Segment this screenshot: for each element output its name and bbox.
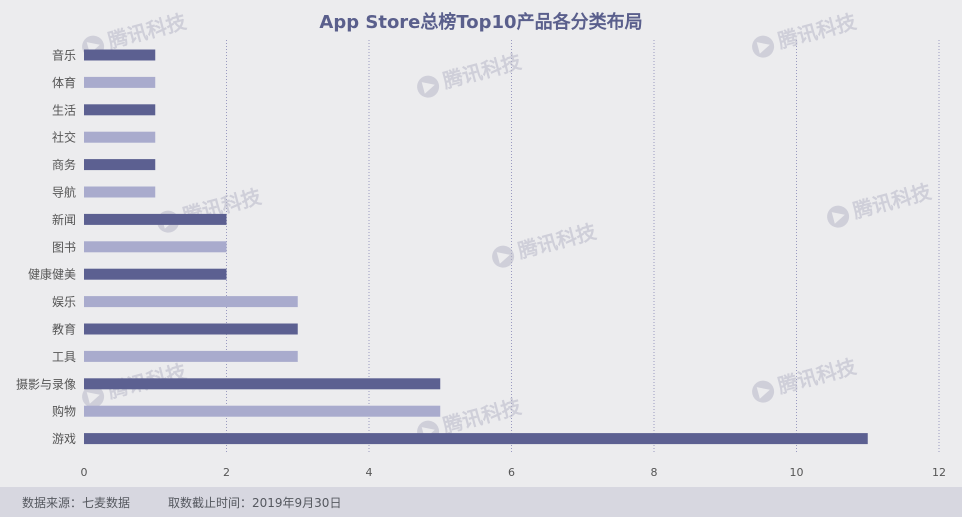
watermark-play-icon — [496, 252, 510, 264]
footer: 数据来源：七麦数据 取数截止时间：2019年9月30日 — [0, 487, 962, 517]
watermark-play-icon — [421, 82, 435, 94]
x-tick-labels: 0 2 4 6 8 10 12 — [81, 466, 947, 479]
category-label: 工具 — [52, 350, 76, 364]
bar-chart: 腾讯科技腾讯科技腾讯科技腾讯科技腾讯科技腾讯科技腾讯科技腾讯科技腾讯科技 音乐体… — [16, 9, 947, 479]
bar-音乐 — [84, 49, 156, 61]
bar-娱乐 — [84, 296, 298, 308]
watermark-play-icon — [756, 387, 770, 399]
x-tick-label: 4 — [366, 466, 373, 479]
bar-社交 — [84, 131, 156, 143]
category-label: 教育 — [52, 322, 76, 337]
category-label: 摄影与录像 — [16, 376, 76, 391]
bar-图书 — [84, 241, 227, 253]
x-tick-label: 6 — [508, 466, 515, 479]
watermark-text: 腾讯科技 — [105, 9, 189, 53]
bar-新闻 — [84, 213, 227, 225]
watermark-text: 腾讯科技 — [775, 9, 859, 53]
x-tick-label: 8 — [651, 466, 658, 479]
x-tick-label: 0 — [81, 466, 88, 479]
watermark-text: 腾讯科技 — [440, 49, 524, 93]
watermark: 腾讯科技 — [752, 9, 860, 58]
watermark-text: 腾讯科技 — [440, 394, 524, 438]
bar-生活 — [84, 104, 156, 116]
watermark-text: 腾讯科技 — [775, 354, 859, 398]
bar-体育 — [84, 76, 156, 88]
watermark: 腾讯科技 — [157, 184, 265, 233]
watermark: 腾讯科技 — [492, 219, 600, 268]
category-label: 新闻 — [52, 212, 76, 227]
bar-工具 — [84, 350, 298, 362]
category-label: 游戏 — [52, 432, 76, 446]
category-label: 商务 — [52, 157, 76, 172]
category-label: 娱乐 — [52, 295, 76, 309]
category-label: 社交 — [52, 130, 76, 145]
chart-title: App Store总榜Top10产品各分类布局 — [319, 12, 643, 33]
category-label: 音乐 — [52, 48, 76, 63]
watermark: 腾讯科技 — [417, 49, 525, 98]
watermark: 腾讯科技 — [752, 354, 860, 403]
bar-健康健美 — [84, 268, 227, 280]
watermark-play-icon — [756, 42, 770, 54]
x-tick-label: 12 — [932, 466, 946, 479]
bar-购物 — [84, 405, 441, 417]
category-label: 图书 — [52, 240, 76, 254]
bar-商务 — [84, 159, 156, 171]
category-label: 体育 — [52, 75, 76, 90]
bar-游戏 — [84, 433, 868, 445]
watermark-text: 腾讯科技 — [850, 179, 934, 223]
cutoff-date-note: 取数截止时间：2019年9月30日 — [168, 496, 342, 510]
watermark-play-icon — [831, 212, 845, 224]
x-tick-label: 10 — [790, 466, 804, 479]
bar-导航 — [84, 186, 156, 198]
watermark: 腾讯科技 — [827, 179, 935, 228]
bars — [84, 49, 868, 445]
watermark-play-icon — [86, 392, 100, 404]
category-label: 导航 — [52, 185, 76, 200]
category-label: 购物 — [52, 404, 76, 419]
bar-摄影与录像 — [84, 378, 441, 390]
source-note: 数据来源：七麦数据 — [22, 496, 131, 510]
watermark-text: 腾讯科技 — [515, 219, 599, 263]
bar-教育 — [84, 323, 298, 335]
x-tick-label: 2 — [223, 466, 230, 479]
category-label: 生活 — [52, 103, 76, 117]
category-label: 健康健美 — [28, 267, 76, 282]
